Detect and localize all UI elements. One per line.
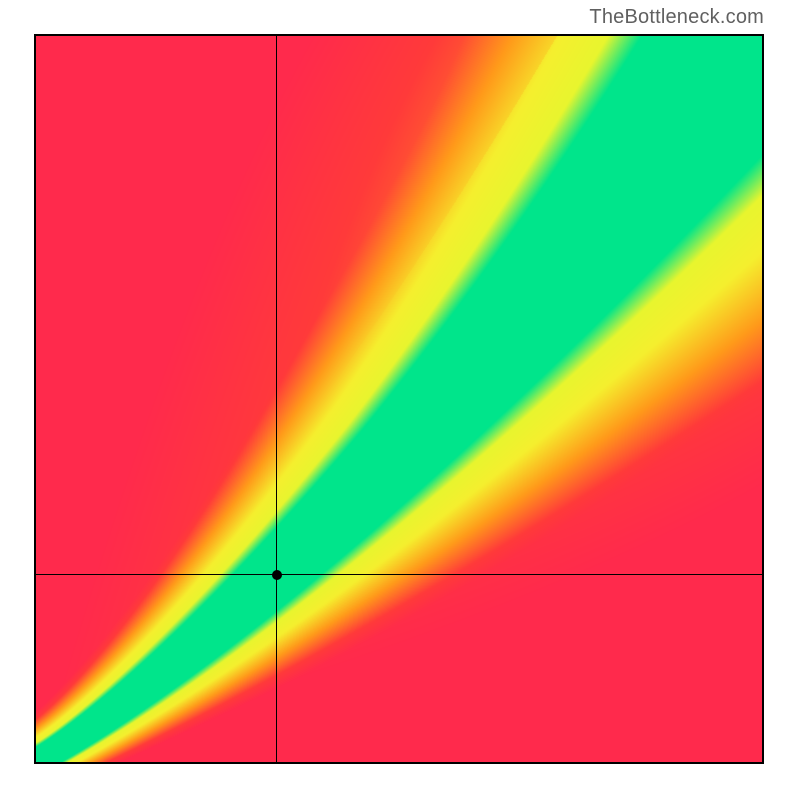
crosshair-horizontal	[36, 574, 762, 575]
bottleneck-heatmap	[36, 36, 762, 762]
crosshair-marker	[272, 570, 282, 580]
watermark-text: TheBottleneck.com	[589, 6, 764, 29]
crosshair-vertical	[276, 36, 277, 762]
